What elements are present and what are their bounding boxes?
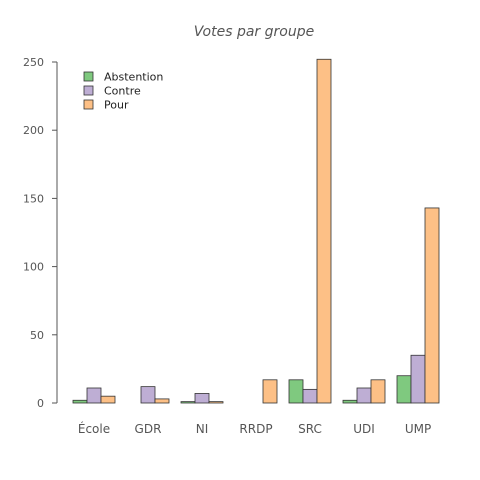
bar-abstention-6 (396, 375, 412, 404)
bar-contre-1 (140, 386, 156, 404)
y-tick-label: 150 (23, 192, 44, 205)
bar-abstention-5 (342, 399, 358, 404)
y-tick-label: 100 (23, 261, 44, 274)
bar-pour-4 (316, 58, 332, 404)
legend-swatch (83, 99, 94, 110)
bar-abstention-4 (288, 379, 304, 404)
x-category-label: GDR (135, 422, 162, 436)
x-category-label: NI (196, 422, 209, 436)
y-tick-label: 50 (30, 329, 44, 342)
bar-pour-0 (100, 395, 116, 404)
bar-contre-6 (410, 354, 426, 404)
legend-swatch (83, 85, 94, 96)
bar-pour-1 (154, 398, 170, 404)
bar-pour-2 (208, 401, 224, 404)
x-category-label: UDI (353, 422, 375, 436)
legend-label: Contre (104, 85, 141, 98)
bar-contre-5 (356, 387, 372, 404)
y-tick-label: 250 (23, 56, 44, 69)
y-axis: 0 50 100 150 200 250 (23, 56, 58, 410)
bar-contre-0 (86, 387, 102, 404)
x-category-label: École (78, 421, 110, 436)
legend-swatch (83, 71, 94, 82)
bar-pour-5 (370, 379, 386, 404)
x-category-label: SRC (298, 422, 322, 436)
legend-label: Abstention (104, 71, 163, 84)
bar-pour-6 (424, 207, 440, 404)
bar-contre-2 (194, 393, 210, 404)
bar-pour-3 (262, 379, 278, 404)
y-tick-label: 200 (23, 124, 44, 137)
x-axis-labels: École GDR NI RRDP SRC UDI UMP (78, 421, 431, 436)
y-tick-label: 0 (37, 397, 44, 410)
bars (72, 58, 440, 404)
bar-abstention-0 (72, 399, 88, 404)
chart-title: Votes par groupe (194, 24, 314, 40)
x-category-label: UMP (405, 422, 431, 436)
bar-contre-4 (302, 388, 318, 404)
legend-label: Pour (104, 99, 129, 112)
bar-abstention-2 (180, 401, 196, 404)
x-category-label: RRDP (239, 422, 272, 436)
